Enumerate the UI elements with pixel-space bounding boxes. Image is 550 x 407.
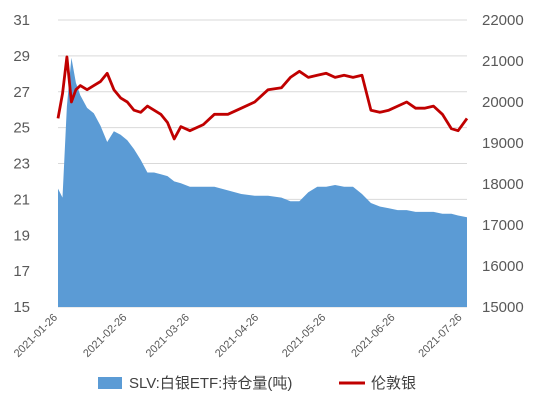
- area-series-holdings: [58, 57, 467, 308]
- legend-area-swatch: [98, 377, 122, 389]
- left-tick-label: 25: [13, 120, 30, 137]
- right-tick-label: 15000: [482, 299, 524, 316]
- legend-line-label: 伦敦银: [371, 375, 416, 392]
- left-tick-label: 29: [13, 48, 30, 65]
- area-series-layer: [58, 57, 467, 308]
- x-tick-label: 2021-07-26: [416, 312, 464, 360]
- left-tick-label: 17: [13, 263, 30, 280]
- line-series-london-silver: [56, 55, 469, 141]
- right-tick-label: 20000: [482, 94, 524, 111]
- left-tick-label: 21: [13, 191, 30, 208]
- legend-area-label: SLV:白银ETF:持仓量(吨): [129, 375, 292, 392]
- right-tick-label: 21000: [482, 53, 524, 70]
- left-tick-label: 31: [13, 12, 30, 29]
- right-tick-label: 19000: [482, 135, 524, 152]
- x-tick-label: 2021-02-26: [81, 312, 129, 360]
- line-series-layer: [56, 55, 469, 141]
- left-tick-label: 27: [13, 84, 30, 101]
- x-tick-label: 2021-05-26: [280, 312, 328, 360]
- left-tick-label: 15: [13, 299, 30, 316]
- right-tick-label: 18000: [482, 176, 524, 193]
- right-tick-label: 17000: [482, 217, 524, 234]
- left-tick-label: 23: [13, 156, 30, 173]
- right-tick-label: 22000: [482, 12, 524, 29]
- x-tick-label: 2021-04-26: [213, 312, 261, 360]
- x-tick-label: 2021-06-26: [349, 312, 397, 360]
- left-tick-label: 19: [13, 227, 30, 244]
- left-axis-ticks: 15 17 19 21 23 25 27 29 31: [13, 12, 30, 316]
- legend: SLV:白银ETF:持仓量(吨) 伦敦银: [98, 375, 416, 392]
- x-tick-label: 2021-03-26: [144, 312, 192, 360]
- right-axis-ticks: 15000 16000 17000 18000 19000 20000 21000 22000: [482, 12, 524, 316]
- x-tick-label: 2021-01-26: [12, 312, 60, 360]
- right-tick-label: 16000: [482, 258, 524, 275]
- x-axis-ticks: 2021-01-26 2021-02-26 2021-03-26 2021-04-26…: [12, 312, 465, 360]
